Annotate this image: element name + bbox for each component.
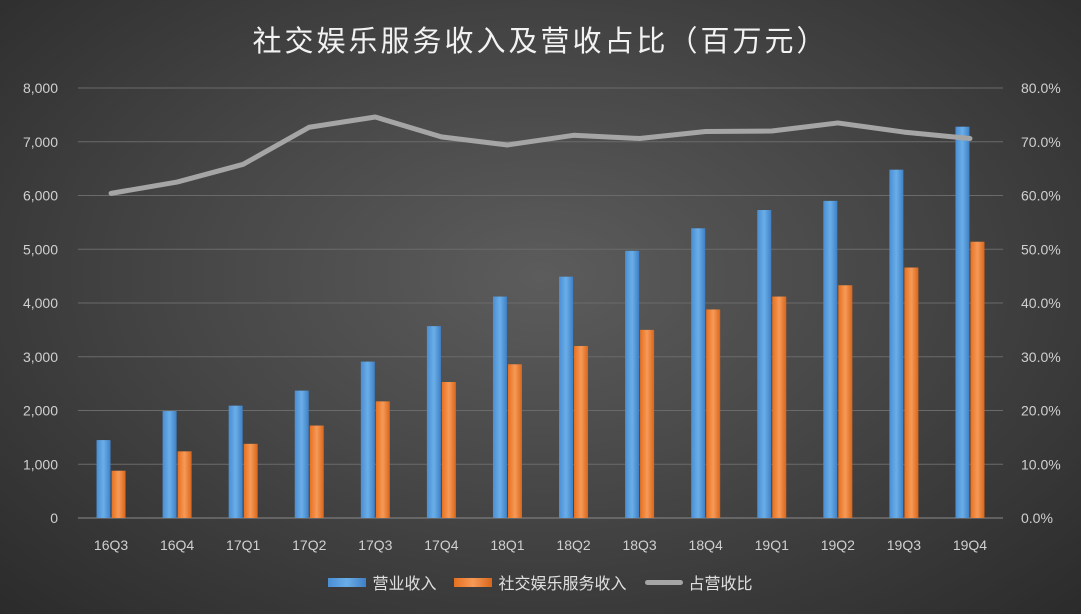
x-tick-label: 16Q3	[94, 537, 128, 553]
y-right-tick-label: 10.0%	[1021, 456, 1061, 472]
bar-social-entertainment	[904, 267, 919, 518]
bar-revenue	[294, 390, 309, 518]
x-tick-label: 19Q4	[953, 537, 987, 553]
y-left-tick-label: 3,000	[23, 349, 58, 365]
bar-layer	[96, 126, 985, 519]
legend-label-revenue: 营业收入	[372, 574, 437, 593]
bar-revenue	[162, 411, 177, 518]
x-tick-label: 18Q2	[556, 537, 590, 553]
x-tick-label: 18Q4	[689, 537, 723, 553]
legend-item-social-entertainment[interactable]: 社交娱乐服务收入	[454, 570, 627, 594]
bar-social-entertainment	[375, 401, 390, 518]
legend-item-revenue[interactable]: 营业收入	[328, 570, 436, 594]
bar-revenue	[757, 210, 772, 518]
legend-swatch-revenue	[328, 577, 367, 587]
bar-social-entertainment	[243, 443, 258, 518]
x-tick-label: 17Q3	[358, 537, 392, 553]
y-right-tick-label: 70.0%	[1021, 134, 1061, 150]
chart-legend: 营业收入 社交娱乐服务收入 占营收比	[0, 570, 1081, 594]
y-left-tick-label: 1,000	[23, 456, 58, 472]
axis-labels: 0 0.0% 1,000 10.0% 2,000 20.0% 3,000 30.0% 4,000…	[23, 80, 1061, 553]
bar-revenue	[889, 169, 904, 518]
x-tick-label: 19Q3	[887, 537, 921, 553]
bar-social-entertainment	[177, 451, 192, 518]
x-tick-label: 18Q3	[622, 537, 656, 553]
bar-revenue	[955, 126, 970, 518]
y-right-tick-label: 0.0%	[1021, 510, 1053, 526]
bar-revenue	[823, 200, 838, 518]
x-tick-label: 18Q1	[490, 537, 524, 553]
bar-revenue	[559, 276, 574, 518]
bar-revenue	[360, 361, 375, 518]
bar-revenue	[96, 440, 111, 518]
bar-social-entertainment	[838, 285, 853, 518]
line-ratio	[108, 114, 973, 196]
legend-item-ratio[interactable]: 占营收比	[644, 570, 753, 594]
legend-swatch-ratio	[644, 579, 683, 585]
y-left-tick-label: 4,000	[23, 295, 58, 311]
y-right-tick-label: 50.0%	[1021, 241, 1061, 257]
grid-lines	[78, 87, 1003, 519]
bar-social-entertainment	[507, 364, 522, 518]
bar-social-entertainment	[640, 329, 655, 518]
bar-social-entertainment	[706, 309, 721, 518]
bar-social-entertainment	[970, 241, 985, 518]
bar-revenue	[625, 250, 640, 519]
y-left-tick-label: 0	[50, 510, 58, 526]
y-right-tick-label: 20.0%	[1021, 403, 1061, 419]
y-left-tick-label: 7,000	[23, 134, 58, 150]
y-left-tick-label: 2,000	[23, 403, 58, 419]
y-right-tick-label: 30.0%	[1021, 349, 1061, 365]
x-tick-label: 16Q4	[160, 537, 194, 553]
legend-swatch-social-entertainment	[454, 577, 493, 587]
bar-social-entertainment	[111, 470, 126, 518]
bar-social-entertainment	[309, 425, 324, 518]
y-right-tick-label: 80.0%	[1021, 80, 1061, 96]
x-tick-label: 17Q4	[424, 537, 458, 553]
bar-social-entertainment	[441, 382, 456, 518]
legend-label-ratio: 占营收比	[688, 574, 753, 593]
x-tick-label: 19Q2	[821, 537, 855, 553]
x-tick-label: 17Q2	[292, 537, 326, 553]
x-tick-label: 19Q1	[755, 537, 789, 553]
legend-label-social-entertainment: 社交娱乐服务收入	[498, 574, 627, 593]
bar-revenue	[492, 296, 507, 518]
bar-social-entertainment	[772, 296, 787, 518]
bar-revenue	[426, 326, 441, 518]
bar-social-entertainment	[574, 346, 589, 518]
line-layer	[108, 114, 973, 196]
y-left-tick-label: 5,000	[23, 241, 58, 257]
y-left-tick-label: 6,000	[23, 188, 58, 204]
y-right-tick-label: 40.0%	[1021, 295, 1061, 311]
bar-revenue	[691, 228, 706, 518]
x-tick-label: 17Q1	[226, 537, 260, 553]
chart-title: 社交娱乐服务收入及营收占比（百万元）	[252, 24, 829, 58]
y-left-tick-label: 8,000	[23, 80, 58, 96]
bar-revenue	[228, 405, 243, 518]
y-right-tick-label: 60.0%	[1021, 188, 1061, 204]
